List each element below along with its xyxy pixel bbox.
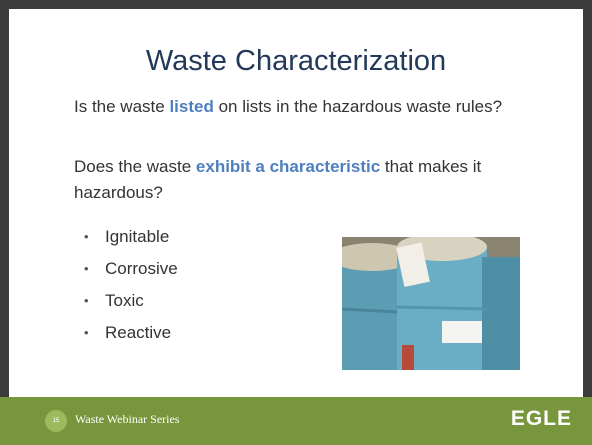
bullet-item: Corrosive <box>74 259 178 291</box>
slide: Waste Characterization Is the waste list… <box>0 0 592 445</box>
text: Does the waste <box>74 157 196 176</box>
slide-title: Waste Characterization <box>9 45 583 78</box>
text: on lists in the hazardous waste rules? <box>214 97 502 116</box>
barrel-photo <box>342 237 520 370</box>
bullet-item: Toxic <box>74 291 178 323</box>
logo: EGLE <box>511 407 572 431</box>
question: Does the waste exhibit a characteristic … <box>74 154 504 206</box>
slide-number: 15 <box>45 410 67 432</box>
bullet-item: Ignitable <box>74 227 178 259</box>
series-name: Waste Webinar Series <box>75 412 179 427</box>
bullet-item: Reactive <box>74 323 178 355</box>
highlight: listed <box>169 97 213 116</box>
footer: 15 Waste Webinar Series EGLE <box>0 397 592 445</box>
bullet-list: IgnitableCorrosiveToxicReactive <box>74 227 178 355</box>
question: Is the waste listed on lists in the haza… <box>74 94 504 120</box>
slide-body: Waste Characterization Is the waste list… <box>9 9 583 397</box>
text: Is the waste <box>74 97 169 116</box>
highlight: exhibit a characteristic <box>196 157 380 176</box>
